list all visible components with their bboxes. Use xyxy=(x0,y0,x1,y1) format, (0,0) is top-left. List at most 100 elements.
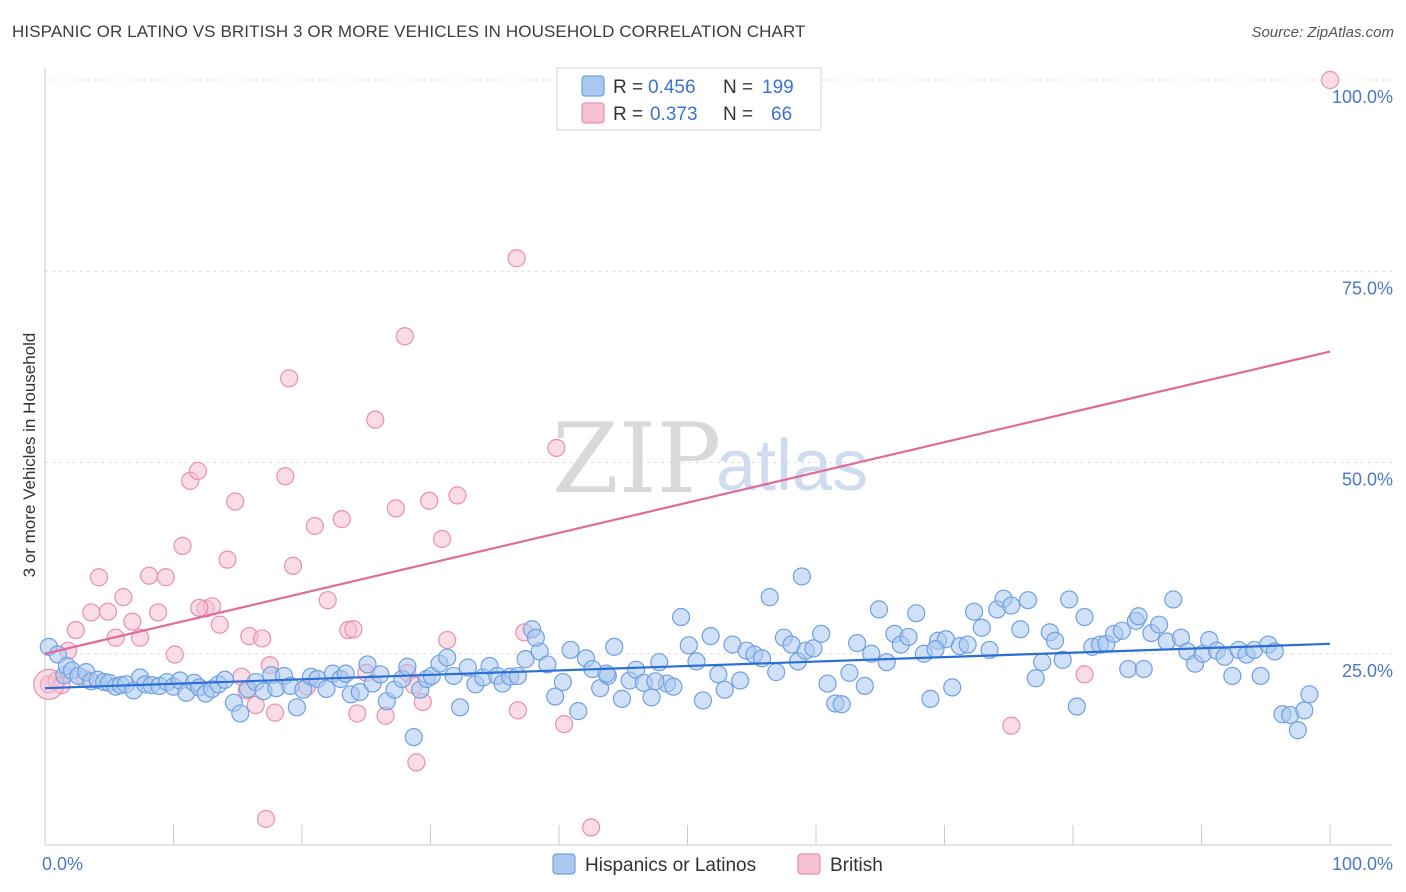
british-point xyxy=(507,249,526,268)
axes xyxy=(44,68,1392,846)
british-point xyxy=(508,701,527,720)
hispanic-point xyxy=(715,680,734,699)
hispanic-point xyxy=(1060,590,1079,609)
british-point xyxy=(246,695,265,715)
hispanic-point xyxy=(832,695,851,714)
hispanic-point xyxy=(693,691,713,710)
hispanic-point xyxy=(516,650,535,669)
hispanic-point xyxy=(1265,642,1284,661)
hispanic-point xyxy=(642,688,661,707)
hispanic-point xyxy=(398,657,417,676)
hispanic-point xyxy=(1223,666,1242,686)
hispanic-point xyxy=(350,682,369,702)
hispanic-point xyxy=(877,653,896,672)
british-point xyxy=(1320,70,1340,90)
hispanic-point xyxy=(687,652,706,671)
legend-n-value-1: 199 xyxy=(762,77,794,98)
x-tick-labels: 0.0% 100.0% xyxy=(42,854,1393,874)
british-point xyxy=(148,603,168,622)
british-point xyxy=(395,327,414,346)
hispanic-point xyxy=(612,689,632,708)
british-point xyxy=(188,461,208,481)
hispanic-point xyxy=(561,640,580,660)
hispanic-point xyxy=(980,640,999,660)
british-point xyxy=(190,598,209,617)
hispanic-point xyxy=(553,672,572,692)
hispanic-point xyxy=(526,628,545,647)
hispanic-point xyxy=(862,644,881,663)
hispanic-point xyxy=(508,666,527,686)
gridlines xyxy=(45,79,1392,655)
british-point xyxy=(386,499,405,518)
british-trendline xyxy=(44,350,1331,655)
legend-n-label-2: N = xyxy=(723,104,753,125)
hispanic-point xyxy=(1251,666,1270,686)
british-point xyxy=(555,715,574,734)
hispanic-point xyxy=(767,663,786,682)
british-point xyxy=(256,809,276,829)
legend-r-value-1: 0.456 xyxy=(648,77,696,98)
british-point xyxy=(318,591,337,610)
hispanic-point xyxy=(840,663,859,682)
watermark-zip: ZIP xyxy=(552,403,721,515)
hispanic-point xyxy=(709,665,728,684)
legend-r-label-1: R = xyxy=(613,77,643,98)
hispanic-point xyxy=(964,602,984,621)
british-point xyxy=(156,568,175,587)
british-point xyxy=(332,510,351,529)
british-points xyxy=(33,70,1340,837)
hispanic-point xyxy=(1164,590,1183,609)
hispanic-point xyxy=(907,604,926,623)
british-point xyxy=(165,645,184,664)
british-point xyxy=(265,703,285,722)
hispanic-point xyxy=(538,655,557,674)
british-point xyxy=(66,620,85,640)
hispanic-point xyxy=(664,677,683,696)
hispanic-point xyxy=(1018,591,1038,610)
hispanic-point xyxy=(1129,607,1148,626)
british-point xyxy=(210,615,229,634)
hispanic-point xyxy=(792,567,811,586)
x-tick-label-1: 100.0% xyxy=(1332,854,1393,874)
hispanic-point xyxy=(444,666,463,686)
hispanic-point xyxy=(869,600,889,619)
hispanic-point xyxy=(679,636,698,655)
hispanic-point xyxy=(1075,607,1094,627)
british-point xyxy=(226,492,245,511)
hispanic-point xyxy=(569,702,588,721)
hispanic-point xyxy=(1134,659,1153,679)
hispanic-point xyxy=(1112,621,1131,640)
hispanic-point xyxy=(1002,596,1021,615)
y-tick-label-3: 100.0% xyxy=(1332,87,1393,107)
hispanic-point xyxy=(848,633,867,653)
british-point xyxy=(348,704,367,723)
hispanic-point xyxy=(760,588,779,607)
british-point xyxy=(139,566,159,585)
british-point xyxy=(344,620,363,639)
legend-r-label-2: R = xyxy=(613,104,643,125)
british-point xyxy=(276,467,295,486)
british-point xyxy=(432,529,452,549)
bottom-legend-swatch-blue xyxy=(552,853,576,875)
british-point xyxy=(448,486,467,505)
british-point xyxy=(98,602,118,621)
hispanic-point xyxy=(646,672,665,691)
british-point xyxy=(173,536,192,555)
hispanic-point xyxy=(1295,701,1314,720)
hispanic-point xyxy=(404,728,423,747)
british-point xyxy=(253,629,272,648)
hispanic-point xyxy=(1119,659,1138,679)
hispanic-point xyxy=(671,607,691,627)
hispanic-points xyxy=(39,567,1319,747)
british-point xyxy=(114,588,133,607)
legend-r-value-2: 0.373 xyxy=(650,104,698,125)
hispanic-point xyxy=(804,639,823,658)
legend-n-label-1: N = xyxy=(723,77,753,98)
legend-swatch-pink xyxy=(581,102,605,124)
hispanic-point xyxy=(855,676,874,695)
x-tick-label-0: 0.0% xyxy=(42,854,83,874)
british-point xyxy=(582,818,601,837)
british-point xyxy=(283,556,303,575)
hispanic-trendline xyxy=(44,642,1331,690)
hispanic-point xyxy=(1149,615,1169,634)
